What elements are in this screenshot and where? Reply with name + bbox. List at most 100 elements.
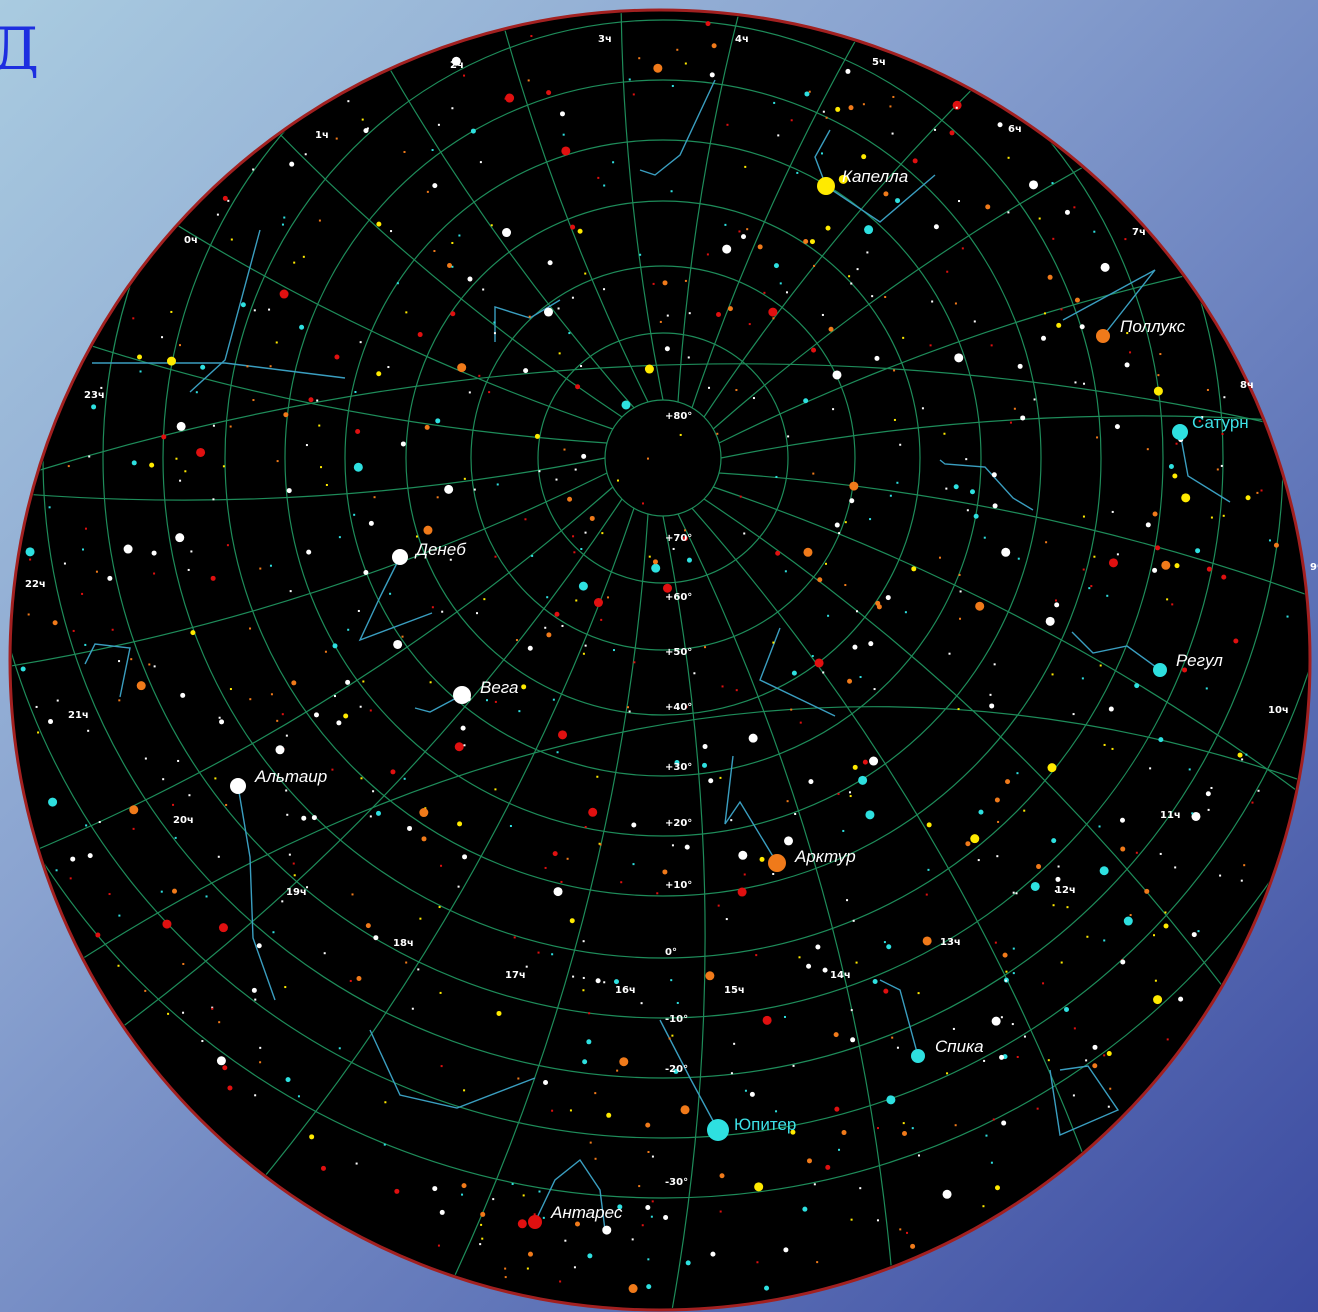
star — [345, 679, 351, 685]
star — [978, 809, 984, 815]
faint-star — [1015, 892, 1018, 895]
faint-star — [481, 1237, 484, 1240]
star — [727, 306, 733, 312]
faint-star — [735, 689, 738, 692]
faint-star — [275, 341, 278, 344]
faint-star — [1146, 448, 1149, 451]
faint-star — [1153, 934, 1156, 937]
faint-star — [1016, 772, 1019, 775]
faint-star — [461, 1193, 464, 1196]
faint-star — [451, 107, 454, 110]
constellation-line — [494, 299, 561, 342]
bright-star — [561, 146, 571, 156]
star — [460, 725, 466, 731]
faint-star — [1013, 407, 1016, 410]
faint-star — [1060, 961, 1063, 964]
faint-star — [813, 264, 816, 267]
faint-star — [738, 230, 741, 233]
faint-star — [982, 1205, 985, 1208]
star — [301, 815, 307, 821]
faint-star — [403, 150, 406, 153]
star — [1017, 363, 1023, 369]
star — [833, 1032, 839, 1038]
bright-star — [444, 484, 454, 494]
faint-star — [351, 893, 354, 896]
faint-star — [88, 455, 91, 458]
star — [534, 433, 540, 439]
faint-star — [485, 699, 488, 702]
star-name-label: Антарес — [550, 1203, 623, 1222]
faint-star — [631, 1238, 634, 1241]
star — [809, 239, 815, 245]
faint-star — [372, 790, 375, 793]
star — [835, 106, 841, 112]
faint-star — [259, 567, 262, 570]
faint-star — [955, 106, 958, 109]
faint-star — [719, 1210, 722, 1213]
faint-star — [580, 548, 583, 551]
faint-star — [482, 288, 485, 291]
star — [1273, 542, 1279, 548]
faint-star — [1054, 890, 1057, 893]
faint-star — [281, 223, 284, 226]
faint-star — [212, 424, 215, 427]
faint-star — [214, 777, 217, 780]
bright-star — [619, 1057, 629, 1067]
faint-star — [451, 241, 454, 244]
faint-star — [252, 399, 255, 402]
faint-star — [1106, 594, 1109, 597]
faint-star — [719, 776, 722, 779]
faint-star — [983, 1059, 986, 1062]
faint-star — [824, 562, 827, 565]
faint-star — [796, 171, 799, 174]
star — [790, 1129, 796, 1135]
faint-star — [1164, 911, 1167, 914]
declination-circle — [102, 12, 1224, 1019]
faint-star — [688, 312, 691, 315]
faint-star — [179, 479, 182, 482]
star — [1041, 335, 1047, 341]
bright-star — [838, 174, 848, 184]
faint-star — [230, 238, 233, 241]
faint-star — [990, 344, 993, 347]
star — [702, 744, 708, 750]
bright-star — [1030, 881, 1040, 891]
faint-star — [437, 1244, 440, 1247]
faint-star — [708, 386, 711, 389]
faint-star — [848, 275, 851, 278]
faint-star — [288, 853, 291, 856]
faint-star — [704, 646, 707, 649]
star — [222, 1065, 228, 1071]
star — [1120, 959, 1126, 965]
bright-star — [578, 581, 588, 591]
faint-star — [670, 979, 673, 982]
faint-star — [946, 1072, 949, 1075]
faint-star — [812, 472, 815, 475]
bright-star — [1181, 493, 1191, 503]
faint-star — [562, 133, 565, 136]
faint-star — [306, 886, 309, 889]
faint-star — [842, 829, 845, 832]
faint-star — [289, 590, 292, 593]
faint-star — [205, 895, 208, 898]
faint-star — [837, 792, 840, 795]
star — [309, 1134, 315, 1140]
star — [20, 666, 26, 672]
faint-star — [777, 134, 780, 137]
constellation-line — [237, 785, 276, 1001]
faint-star — [716, 432, 719, 435]
star — [313, 712, 319, 718]
star — [52, 620, 58, 626]
star — [850, 1037, 856, 1043]
faint-star — [1086, 935, 1089, 938]
hour-label: 5ч — [872, 57, 886, 68]
faint-star — [958, 573, 961, 576]
star — [804, 91, 810, 97]
faint-star — [1051, 673, 1054, 676]
bright-star — [129, 805, 139, 815]
declination-label: +80° — [665, 411, 692, 422]
faint-star — [808, 90, 811, 93]
faint-star — [1004, 979, 1007, 982]
hour-label: 1ч — [315, 130, 329, 141]
faint-star — [182, 962, 185, 965]
